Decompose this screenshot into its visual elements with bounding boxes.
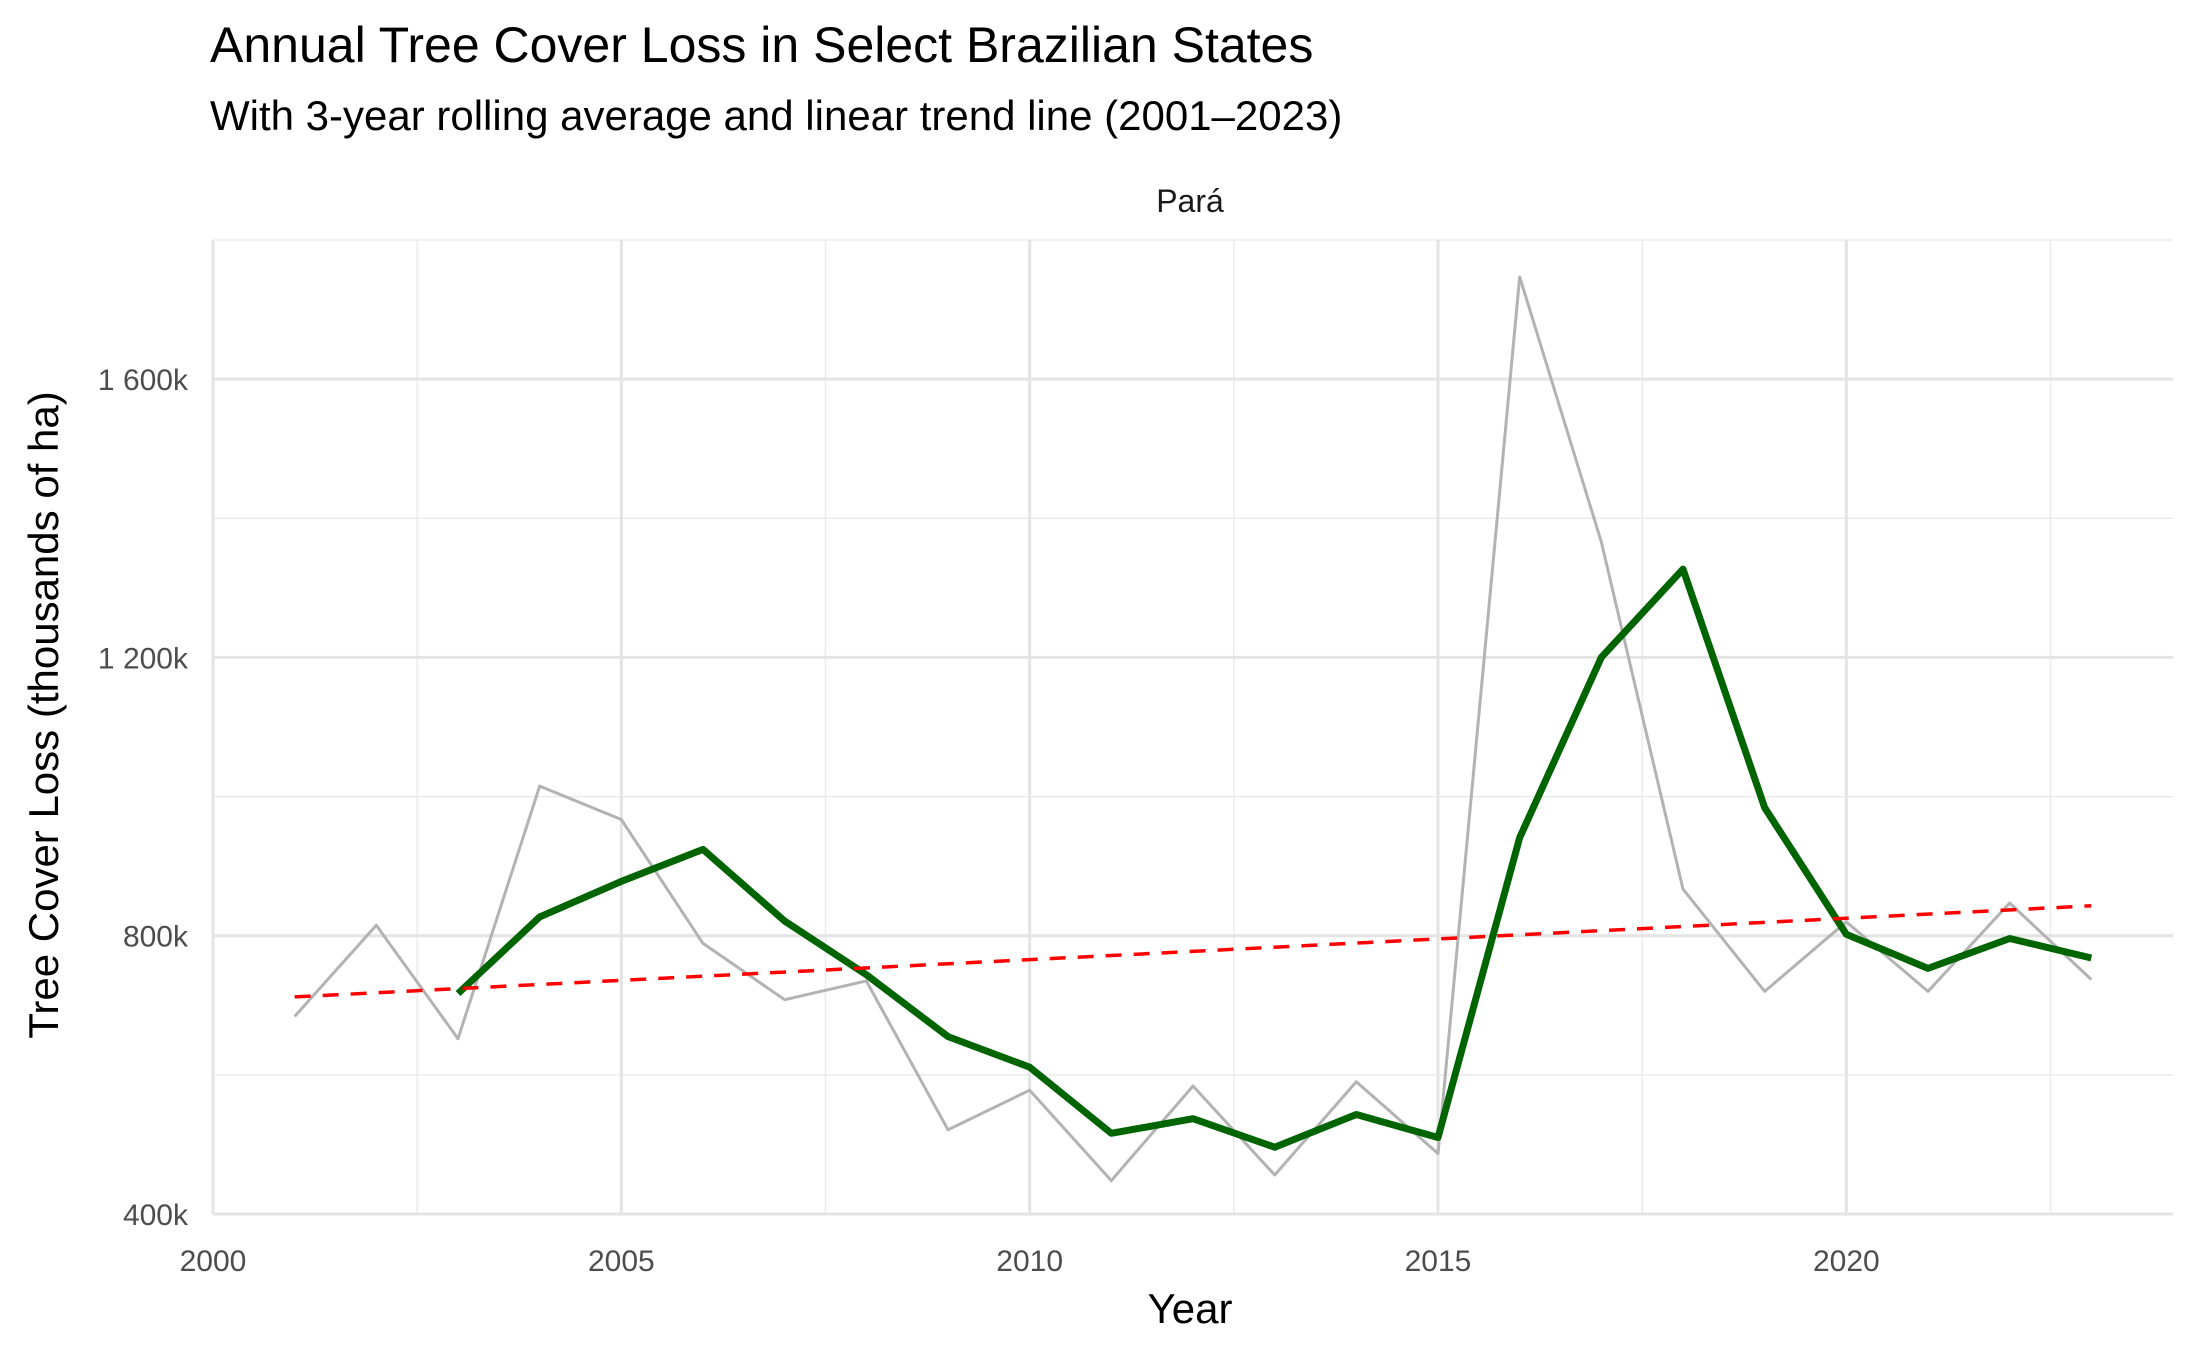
y-axis-title: Tree Cover Loss (thousands of ha) <box>20 391 67 1038</box>
y-tick-label: 1 600k <box>98 364 189 397</box>
x-tick-label: 2000 <box>180 1245 247 1278</box>
series-layer <box>293 275 2093 1183</box>
y-tick-label: 800k <box>123 921 189 954</box>
x-axis-title: Year <box>1148 1285 1233 1332</box>
series-line-rolling-average <box>455 565 2093 1151</box>
series-line-annual <box>293 275 2093 1183</box>
x-axis-ticks: 2000 2005 2010 2015 2020 <box>180 1245 1880 1278</box>
chart-subtitle: With 3-year rolling average and linear t… <box>210 92 1342 139</box>
major-gridlines <box>211 240 2173 1216</box>
facet-label: Pará <box>1156 183 1224 219</box>
series-line-trend <box>294 904 2092 999</box>
y-tick-label: 1 200k <box>98 642 189 675</box>
y-axis-ticks: 400k 800k 1 200k 1 600k <box>98 364 189 1232</box>
y-tick-label: 400k <box>123 1199 189 1232</box>
x-tick-label: 2015 <box>1405 1245 1472 1278</box>
minor-gridlines <box>213 239 2173 1214</box>
x-tick-label: 2010 <box>996 1245 1063 1278</box>
x-tick-label: 2020 <box>1813 1245 1880 1278</box>
chart-title: Annual Tree Cover Loss in Select Brazili… <box>210 17 1313 73</box>
x-tick-label: 2005 <box>588 1245 655 1278</box>
